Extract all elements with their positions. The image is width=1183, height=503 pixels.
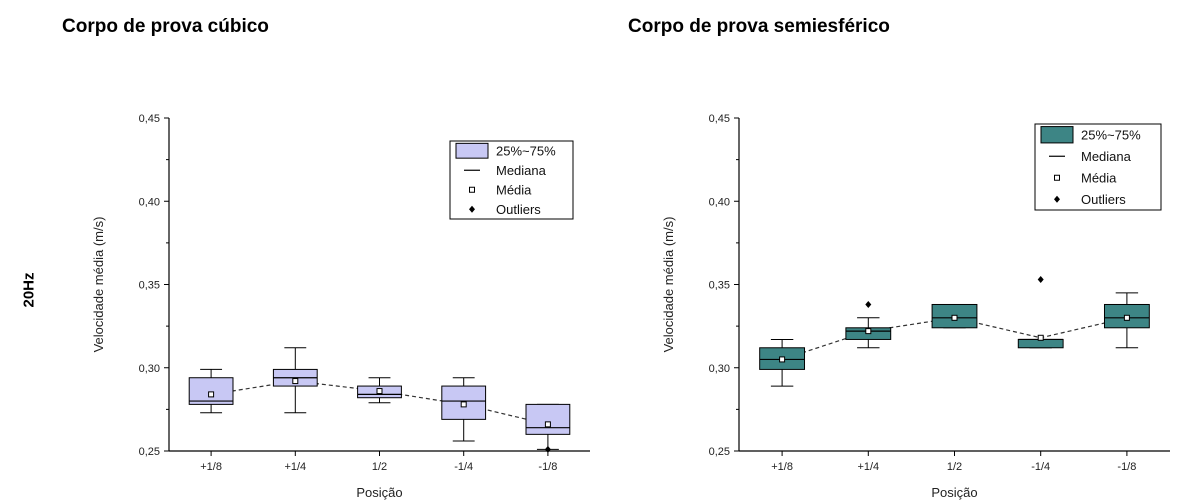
chart-title-cubic: Corpo de prova cúbico (62, 16, 269, 37)
outlier-marker (544, 445, 551, 453)
legend-swatch-mean (1054, 174, 1060, 181)
box-+1/8 (188, 377, 234, 405)
x-tick-label: -1/4 (454, 461, 473, 473)
legend-label: Outliers (496, 202, 541, 217)
box--1/8 (525, 403, 571, 435)
legend-swatch-mean (469, 186, 475, 193)
x-axis-label: Posição (931, 485, 977, 500)
x-tick-label: +1/8 (200, 461, 222, 473)
legend-swatch-box (1040, 126, 1074, 144)
y-tick-label: 0,30 (709, 363, 730, 375)
x-tick-label: +1/4 (857, 461, 879, 473)
legend-label: Mediana (1081, 149, 1132, 164)
y-tick-label: 0,45 (709, 113, 730, 125)
x-tick-label: +1/4 (284, 461, 306, 473)
y-tick-label: 0,40 (709, 196, 730, 208)
legend-swatch-outlier (469, 205, 475, 213)
y-tick-label: 0,30 (139, 363, 160, 375)
chart-title-hemispherical: Corpo de prova semiesférico (628, 16, 890, 37)
y-tick-label: 0,40 (139, 196, 160, 208)
mean-marker (1037, 334, 1044, 341)
mean-marker (951, 314, 958, 321)
mean-marker (865, 328, 872, 335)
mean-marker (544, 421, 551, 428)
y-tick-label: 0,35 (709, 280, 730, 292)
legend-label: 25%~75% (496, 143, 556, 158)
x-tick-label: -1/4 (1031, 461, 1050, 473)
box-plot-1: 0,25 0,30 0,35 0,40 0,45 +1/8 +1/4 1/2 -1/4 -1/8 P… (661, 113, 1170, 500)
legend-label: 25%~75% (1081, 127, 1141, 142)
legend-label: Mediana (496, 163, 547, 178)
mean-marker (1123, 314, 1130, 321)
x-tick-label: 1/2 (372, 461, 387, 473)
legend-label: Outliers (1081, 192, 1126, 207)
mean-marker (779, 356, 786, 363)
x-tick-label: +1/8 (771, 461, 793, 473)
mean-marker (292, 378, 299, 385)
legend-swatch-box (455, 142, 489, 159)
y-axis-label: Velocidade média (m/s) (91, 217, 106, 353)
legend-label: Média (496, 182, 532, 197)
mean-marker (460, 401, 467, 408)
x-tick-label: -1/8 (538, 461, 557, 473)
y-tick-label: 0,25 (139, 446, 160, 458)
y-tick-label: 0,45 (139, 113, 160, 125)
x-tick-label: -1/8 (1117, 461, 1136, 473)
y-tick-label: 0,25 (709, 446, 730, 458)
x-axis-label: Posição (356, 485, 402, 500)
legend-label: Média (1081, 170, 1117, 185)
mean-marker (208, 391, 215, 398)
x-tick-label: 1/2 (947, 461, 962, 473)
box-plot-0: 0,25 0,30 0,35 0,40 0,45 +1/8 +1/4 1/2 -1/4 -1/8 P… (91, 113, 590, 500)
outlier-marker (1037, 276, 1044, 284)
legend-swatch-outlier (1054, 195, 1060, 203)
y-tick-label: 0,35 (139, 280, 160, 292)
y-axis-label: Velocidade média (m/s) (661, 217, 676, 353)
outlier-marker (865, 300, 872, 308)
mean-marker (376, 388, 383, 395)
